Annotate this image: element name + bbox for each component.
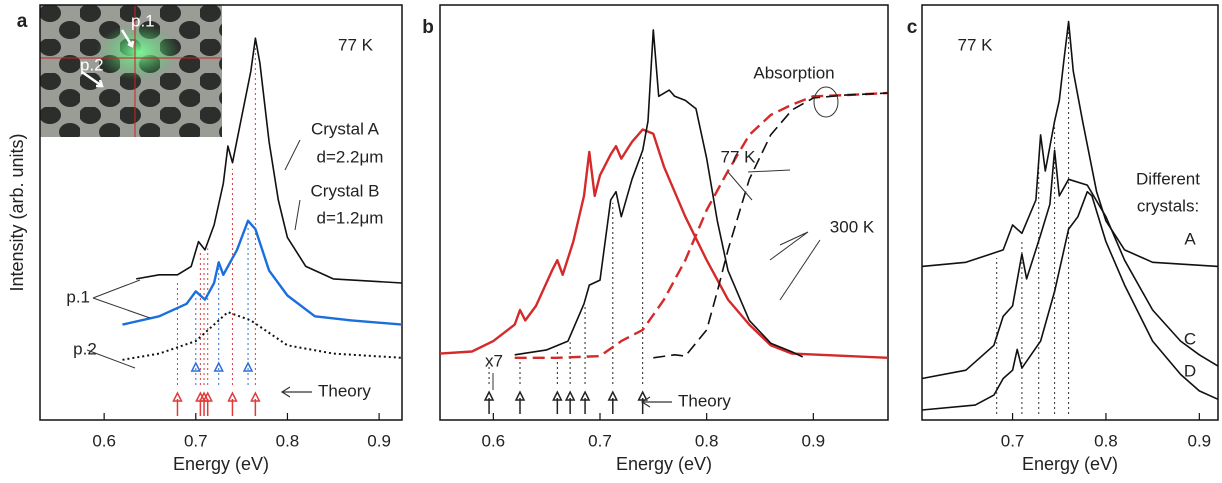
theory-pointer	[640, 396, 672, 408]
spectrum-line	[136, 37, 403, 284]
annotation: 300 K	[830, 217, 875, 236]
panel-label: a	[17, 11, 28, 32]
leader-line	[86, 349, 136, 369]
panel-label: c	[907, 17, 918, 38]
plot-frame	[39, 4, 403, 421]
annotation: Absorption	[753, 63, 834, 82]
spectrum-line	[122, 219, 403, 326]
x-axis-label: Energy (eV)	[616, 454, 712, 474]
x-tick-label: 0.8	[1094, 431, 1118, 450]
spectrum-line	[439, 128, 889, 359]
inset-label: p.2	[80, 55, 104, 74]
y-axis-label: Intensity (arb. units)	[7, 133, 27, 291]
highlight-circle	[813, 86, 839, 118]
theory-arrow	[579, 390, 591, 414]
annotation: 77 K	[338, 35, 374, 54]
x-tick-label: 0.6	[482, 431, 506, 450]
annotation: d=2.2μm	[317, 147, 384, 166]
theory-arrow	[637, 390, 648, 414]
annotation: Different	[1136, 169, 1200, 188]
theory-pointer	[280, 386, 312, 398]
theory-label: Theory	[678, 391, 731, 410]
annotation: 77 K	[958, 35, 994, 54]
x-tick-label: 0.7	[184, 431, 208, 450]
theory-arrow	[250, 391, 261, 416]
x-tick-label: 0.9	[802, 431, 826, 450]
theory-arrow	[552, 390, 563, 414]
theory-marker	[242, 361, 254, 372]
leader-line	[769, 231, 821, 301]
theory-marker	[213, 361, 224, 372]
series-label: A	[1184, 229, 1196, 248]
x-tick-label: 0.9	[367, 431, 391, 450]
inset-photo	[40, 5, 222, 137]
series-label: Crystal B	[311, 181, 380, 200]
annotation: p.1	[66, 287, 90, 306]
annotation: crystals:	[1137, 196, 1199, 215]
theory-label: Theory	[318, 381, 371, 400]
theory-arrow	[564, 390, 576, 414]
spectrum-line	[921, 149, 1219, 380]
panel-label: b	[422, 17, 434, 38]
leader-line	[284, 139, 301, 171]
leader-line	[294, 199, 301, 231]
theory-arrow	[227, 391, 238, 416]
series-label: Crystal A	[311, 119, 380, 138]
x-tick-label: 0.7	[1001, 431, 1025, 450]
x-tick-label: 0.8	[695, 431, 719, 450]
spectrum-line	[921, 20, 1219, 268]
annotation: 77 K	[721, 147, 757, 166]
leader-line	[92, 279, 151, 319]
inset-label: p.1	[131, 11, 155, 30]
spectrum-line	[514, 29, 804, 358]
theory-arrow	[202, 391, 213, 416]
theory-arrow	[514, 390, 526, 414]
x-tick-label: 0.8	[276, 431, 300, 450]
spectrum-line	[122, 311, 403, 361]
plot-frame	[439, 4, 889, 421]
theory-marker	[190, 361, 202, 372]
x-axis-label: Energy (eV)	[173, 454, 269, 474]
annotation: d=1.2μm	[317, 208, 384, 227]
theory-arrow	[172, 391, 183, 416]
spectrum-line	[653, 92, 889, 359]
series-label: p.2	[73, 339, 97, 358]
x-tick-label: 0.9	[1188, 431, 1212, 450]
series-label: D	[1184, 361, 1196, 380]
theory-arrow	[483, 390, 495, 414]
x-axis-label: Energy (eV)	[1022, 454, 1118, 474]
theory-arrow	[607, 390, 619, 414]
theory-arrow	[198, 391, 210, 416]
x-tick-label: 0.7	[588, 431, 612, 450]
spectrum-line	[514, 91, 889, 359]
spectrum-line	[921, 190, 1219, 411]
x-tick-label: 0.6	[92, 431, 116, 450]
series-label: C	[1184, 329, 1196, 348]
theory-arrow	[195, 391, 206, 416]
leader-line	[727, 169, 791, 201]
annotation: x7	[485, 351, 503, 370]
plot-frame	[921, 4, 1219, 421]
